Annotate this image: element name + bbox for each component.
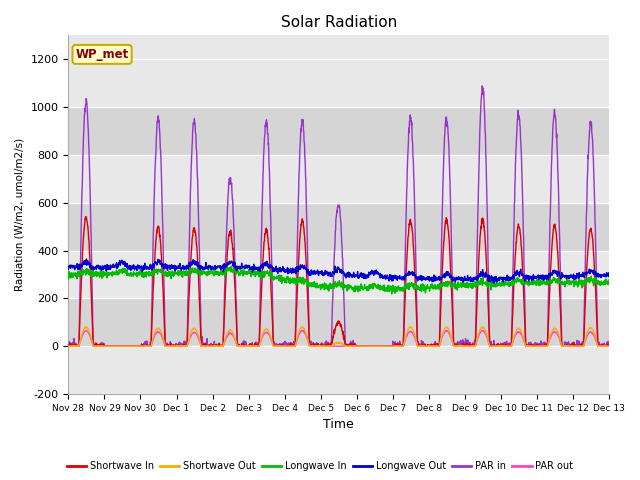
Y-axis label: Radiation (W/m2, umol/m2/s): Radiation (W/m2, umol/m2/s): [15, 138, 25, 291]
Bar: [68, 107, 609, 155]
Bar: [68, 155, 609, 203]
Bar: [68, 203, 609, 251]
X-axis label: Time: Time: [323, 419, 354, 432]
Bar: [68, 59, 609, 107]
Text: WP_met: WP_met: [76, 48, 129, 61]
Bar: [68, 299, 609, 346]
Legend: Shortwave In, Shortwave Out, Longwave In, Longwave Out, PAR in, PAR out: Shortwave In, Shortwave Out, Longwave In…: [63, 457, 577, 475]
Title: Solar Radiation: Solar Radiation: [280, 15, 397, 30]
Bar: [68, 251, 609, 299]
Bar: [68, 346, 609, 394]
